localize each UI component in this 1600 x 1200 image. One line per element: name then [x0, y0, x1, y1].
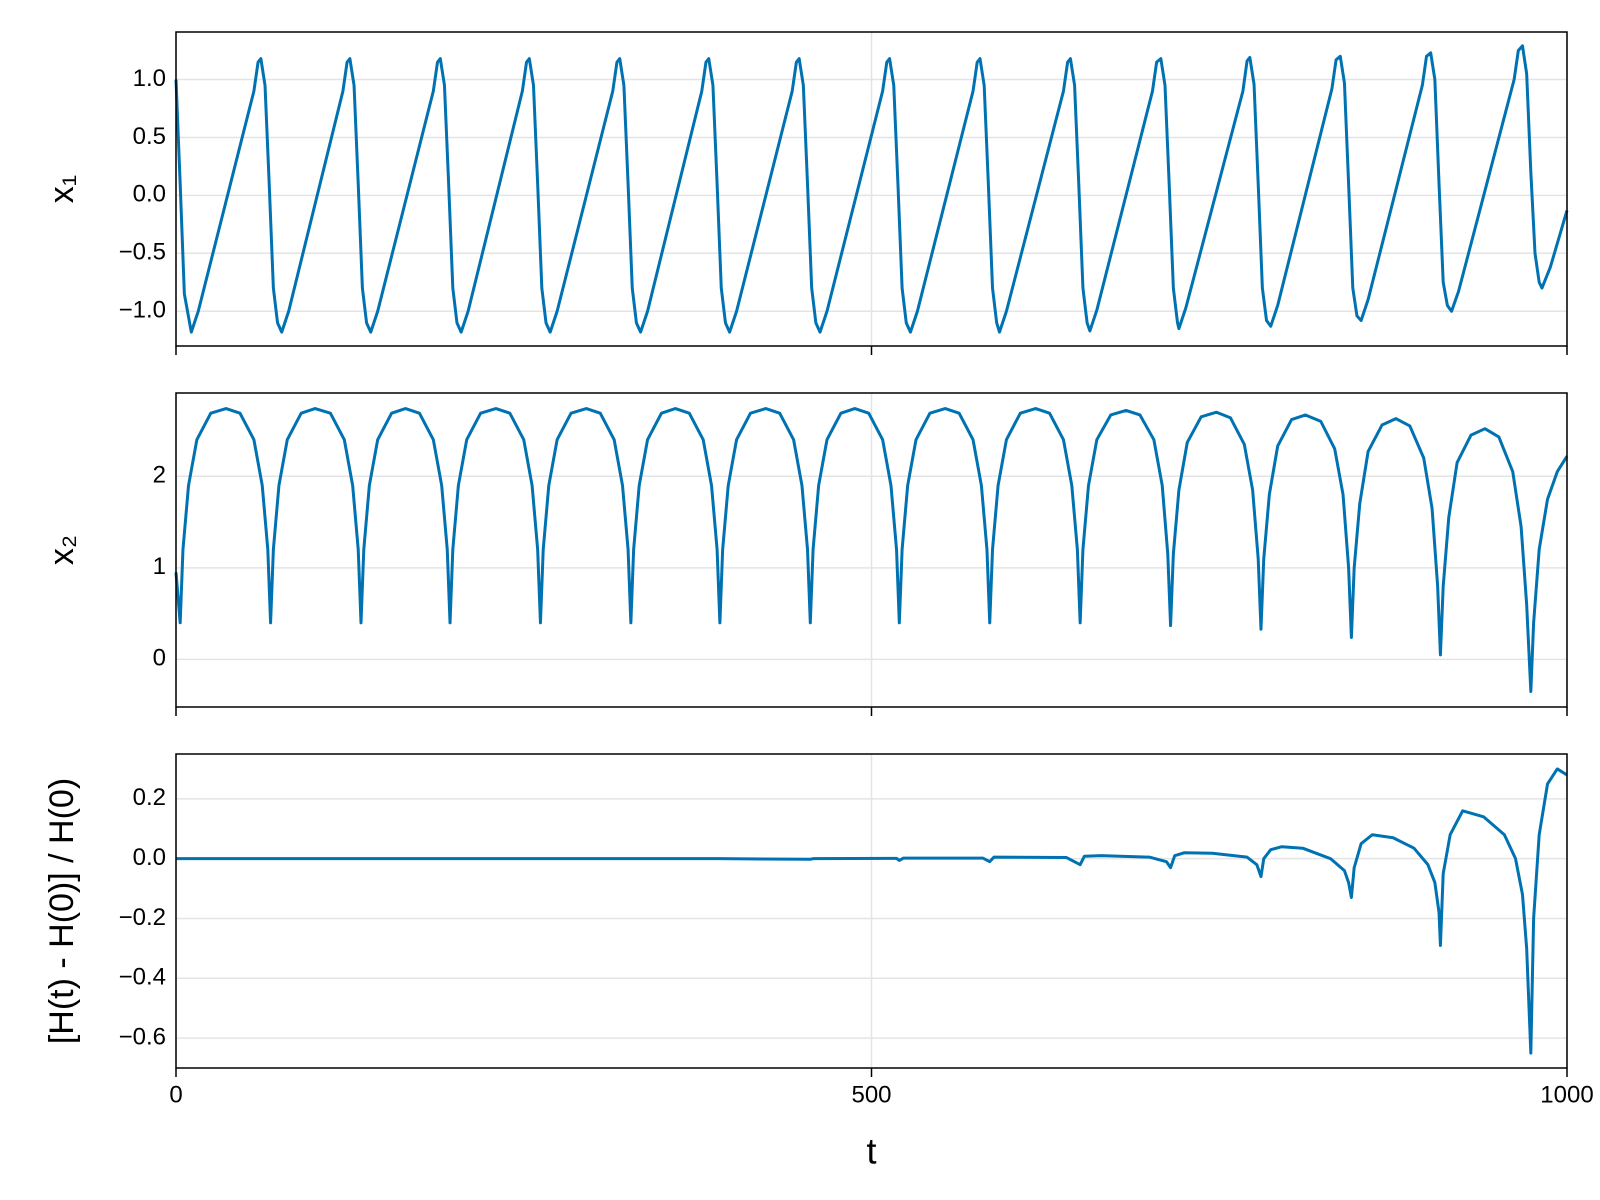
y-tick-label: 0.0: [133, 181, 166, 208]
y-tick-label: −0.2: [119, 904, 166, 931]
y-tick-label: 1.0: [133, 65, 166, 92]
x-tick-label: 0: [169, 1081, 182, 1108]
y-tick-label: 0.0: [133, 844, 166, 871]
y-tick-label: 0.5: [133, 123, 166, 150]
y-tick-label: −0.5: [119, 239, 166, 266]
data-line: [174, 407, 1569, 693]
data-line: [176, 767, 1568, 1055]
y-tick-label: 0: [153, 645, 166, 672]
y-tick-label: 0.2: [133, 784, 166, 811]
y-tick-label: −0.4: [119, 964, 166, 991]
x-tick-label: 1000: [1540, 1081, 1593, 1108]
y-axis-label: x₁: [43, 175, 81, 203]
plot-frame: [175, 392, 1568, 708]
plot-frame: [175, 31, 1568, 347]
x-tick-label: 500: [851, 1081, 891, 1108]
y-tick-label: 1: [153, 553, 166, 580]
y-axis-label: [H(t) - H(0)] / H(0): [43, 778, 81, 1044]
data-line: [174, 44, 1569, 334]
y-axis-label: x₂: [43, 535, 81, 565]
y-tick-label: −1.0: [119, 297, 166, 324]
y-tick-label: 2: [153, 462, 166, 489]
x-axis-label: t: [866, 1131, 876, 1172]
y-tick-label: −0.6: [119, 1023, 166, 1050]
plot-frame: [175, 753, 1568, 1069]
